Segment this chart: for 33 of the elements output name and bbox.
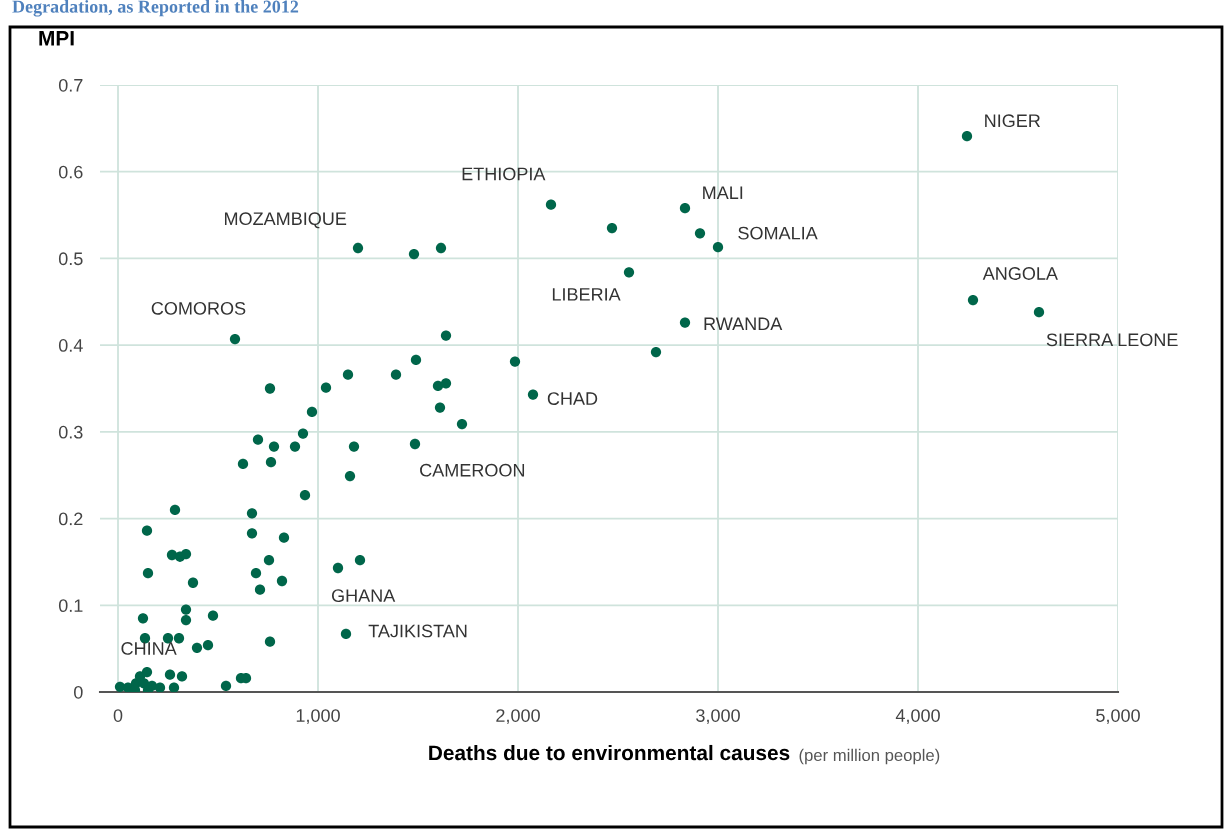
annotation: ETHIOPIA bbox=[462, 167, 546, 181]
annotation: SIERRA LEONE bbox=[1046, 333, 1178, 347]
x-tick-label: 0 bbox=[113, 709, 123, 722]
y-tick-label: 0.7 bbox=[58, 78, 83, 92]
y-tick-label: 0.2 bbox=[58, 512, 83, 526]
y-tick-label: 0.1 bbox=[58, 599, 83, 613]
chart-title: Degradation, as Reported in the 2012 bbox=[12, 0, 299, 17]
y-tick-label: 0.6 bbox=[58, 165, 83, 179]
y-tick-label: 0.5 bbox=[58, 252, 83, 266]
annotation: SOMALIA bbox=[738, 226, 818, 240]
x-tick-label: 5,000 bbox=[1096, 709, 1140, 725]
y-tick-label: 0 bbox=[74, 685, 83, 699]
text: (per million people) bbox=[799, 748, 940, 765]
annotation: RWANDA bbox=[704, 317, 783, 331]
y-tick-label: 0.4 bbox=[58, 339, 83, 352]
x-tick-label: 4,000 bbox=[895, 709, 940, 725]
x-axis-title: Deaths due to environmental causes bbox=[429, 744, 790, 761]
y-axis-title: MPI bbox=[39, 31, 74, 46]
annotation: MOZAMBIQUE bbox=[224, 212, 347, 229]
annotation: CHAD bbox=[547, 392, 598, 405]
y-tick-label: 0.3 bbox=[58, 425, 83, 439]
x-tick-label: 2,000 bbox=[496, 709, 540, 725]
annotation: LIBERIA bbox=[552, 288, 621, 301]
annotation: COMOROS bbox=[151, 301, 246, 315]
annotation: CAMEROON bbox=[420, 463, 525, 477]
x-tick-label: 1,000 bbox=[296, 709, 340, 725]
annotation: GHANA bbox=[331, 589, 396, 603]
annotation: NIGER bbox=[985, 114, 1041, 128]
x-tick-label: 3,000 bbox=[696, 709, 740, 725]
annotation: TAJIKISTAN bbox=[368, 624, 467, 638]
annotation: MALI bbox=[703, 186, 743, 199]
annotation: ANGOLA bbox=[982, 267, 1058, 280]
annotation: CHINA bbox=[121, 642, 177, 655]
